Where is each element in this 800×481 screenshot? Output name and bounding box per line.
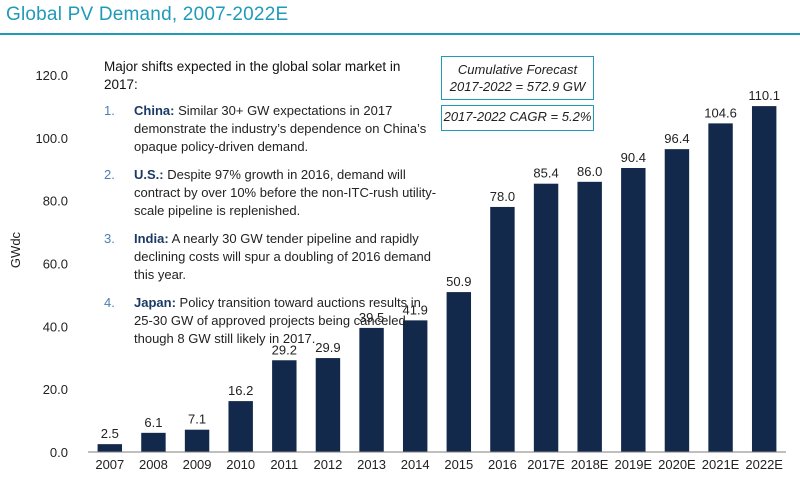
- list-item: 4. Japan: Policy transition toward aucti…: [92, 294, 437, 348]
- cagr-value: 2017-2022 CAGR = 5.2%: [443, 109, 592, 124]
- data-label: 16.2: [228, 383, 253, 398]
- y-tick-label: 60.0: [43, 257, 68, 272]
- bar: [708, 123, 733, 453]
- cumulative-forecast-callout: Cumulative Forecast 2017-2022 = 572.9 GW: [441, 56, 594, 100]
- data-label: 6.1: [144, 415, 162, 430]
- data-label: 39.5: [359, 310, 384, 325]
- x-tick-label: 2016: [488, 457, 517, 472]
- bar: [97, 444, 123, 452]
- forecast-value: 2017-2022 = 572.9 GW: [449, 79, 586, 94]
- bar: [446, 292, 472, 452]
- bar: [751, 106, 777, 452]
- data-label: 2.5: [101, 426, 119, 441]
- list-lead: U.S.:: [134, 167, 164, 182]
- bar: [272, 360, 297, 452]
- bar: [184, 429, 210, 452]
- bar-series: [97, 106, 777, 453]
- bar: [315, 358, 341, 452]
- data-label: 50.9: [446, 274, 471, 289]
- list-lead: India:: [134, 231, 169, 246]
- y-axis: 0.0 20.0 40.0 60.0 80.0 100.0 120.0: [35, 68, 68, 460]
- data-label: 29.9: [315, 340, 340, 355]
- x-tick-label: 2018E: [571, 457, 609, 472]
- list-lead: China:: [134, 103, 175, 118]
- y-tick-label: 80.0: [43, 194, 68, 209]
- list-text: Similar 30+ GW expectations in 2017 demo…: [134, 103, 427, 154]
- y-tick-label: 100.0: [35, 131, 68, 146]
- bar: [359, 327, 384, 452]
- x-tick-label: 2014: [401, 457, 430, 472]
- x-tick-label: 2020E: [658, 457, 696, 472]
- x-tick-label: 2008: [139, 457, 168, 472]
- x-tick-label: 2010: [226, 457, 255, 472]
- data-label: 96.4: [664, 131, 689, 146]
- x-tick-label: 2009: [183, 457, 212, 472]
- list-number: 3.: [104, 231, 115, 246]
- bar: [490, 206, 515, 452]
- x-tick-label: 2007: [95, 457, 124, 472]
- bar: [533, 183, 559, 452]
- commentary-heading: Major shifts expected in the global sola…: [104, 59, 401, 92]
- x-tick-label: 2012: [313, 457, 342, 472]
- y-axis-label: GWdc: [8, 231, 23, 268]
- x-tick-label: 2013: [357, 457, 386, 472]
- commentary-panel: Major shifts expected in the global sola…: [92, 58, 437, 358]
- list-text: Policy transition toward auctions result…: [134, 295, 421, 346]
- data-labels: 2.5 6.1 7.1 16.2 29.2 29.9 39.5 41.9 50.9 78.0 85.…: [101, 88, 780, 441]
- title-divider: [0, 33, 800, 35]
- list-lead: Japan:: [134, 295, 176, 310]
- data-label: 104.6: [704, 105, 737, 120]
- data-label: 85.4: [533, 166, 558, 181]
- x-tick-label: 2017E: [527, 457, 565, 472]
- bar: [621, 167, 646, 452]
- x-tick-label: 2022E: [745, 457, 783, 472]
- x-tick-label: 2011: [270, 457, 298, 472]
- x-tick-label: 2015: [444, 457, 473, 472]
- list-number: 4.: [104, 295, 115, 310]
- bar: [141, 432, 166, 452]
- data-label: 110.1: [748, 88, 780, 103]
- forecast-label: Cumulative Forecast: [457, 62, 578, 77]
- data-label: 90.4: [621, 150, 646, 165]
- bar: [228, 401, 253, 452]
- chart-title: Global PV Demand, 2007-2022E: [6, 4, 289, 25]
- y-tick-label: 0.0: [50, 445, 68, 460]
- data-label: 86.0: [577, 164, 602, 179]
- data-label: 7.1: [188, 412, 206, 427]
- bar: [402, 320, 428, 452]
- x-axis: 2007 2008 2009 2010 2011 2012 2013 2014 2015 2016…: [95, 457, 783, 472]
- list-text: Despite 97% growth in 2016, demand will …: [134, 167, 437, 218]
- cagr-callout: 2017-2022 CAGR = 5.2%: [441, 105, 594, 131]
- data-label: 41.9: [403, 302, 428, 317]
- x-tick-label: 2021E: [702, 457, 740, 472]
- x-tick-label: 2019E: [615, 457, 653, 472]
- list-item: 2. U.S.: Despite 97% growth in 2016, dem…: [92, 166, 437, 220]
- list-number: 2.: [104, 167, 115, 182]
- list-number: 1.: [104, 103, 115, 118]
- data-label: 78.0: [490, 189, 515, 204]
- data-label: 29.2: [272, 342, 297, 357]
- bar: [664, 149, 690, 453]
- list-item: 3. India: A nearly 30 GW tender pipeline…: [92, 230, 437, 284]
- y-tick-label: 20.0: [43, 382, 68, 397]
- y-tick-label: 40.0: [43, 319, 68, 334]
- bar: [577, 181, 602, 453]
- list-text: A nearly 30 GW tender pipeline and rapid…: [134, 231, 432, 282]
- y-tick-label: 120.0: [35, 68, 68, 83]
- list-item: 1. China: Similar 30+ GW expectations in…: [92, 102, 437, 156]
